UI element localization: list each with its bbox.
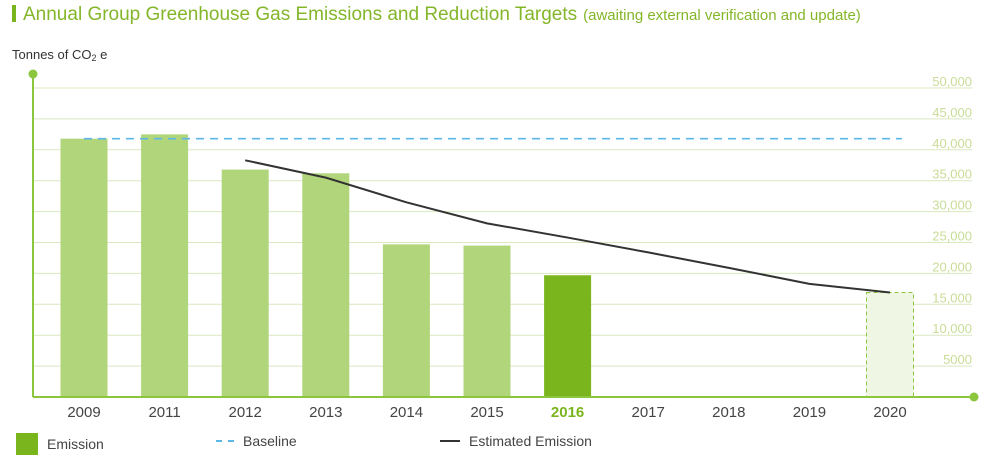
chart-title-subtitle: (awaiting external verification and upda… xyxy=(583,7,861,24)
x-tick-label: 2020 xyxy=(873,404,906,421)
baseline-swatch xyxy=(216,440,234,442)
y-axis-end-dot xyxy=(28,69,38,79)
y-tick-label: 15,000 xyxy=(932,290,972,305)
emission-bar xyxy=(463,245,511,397)
x-axis-end-dot xyxy=(969,392,979,402)
x-tick-label: 2017 xyxy=(632,404,665,421)
emission-bar xyxy=(221,169,269,397)
x-tick-label: 2012 xyxy=(229,404,262,421)
y-tick-label: 50,000 xyxy=(932,74,972,89)
emission-bar xyxy=(60,138,108,397)
x-tick-label: 2016 xyxy=(551,404,584,421)
emission-bar xyxy=(382,244,430,397)
y-tick-label: 30,000 xyxy=(932,198,972,213)
axes xyxy=(28,69,979,402)
y-tick-label: 10,000 xyxy=(932,321,972,336)
emission-bar xyxy=(302,173,350,397)
y-axis-label-prefix: Tonnes of CO xyxy=(12,47,92,62)
emissions-chart: 50,000 45,000 40,000 35,000 30,000 25,000 20,0… xyxy=(28,69,979,421)
chart-title: Annual Group Greenhouse Gas Emissions an… xyxy=(12,3,861,27)
legend-emission-label: Emission xyxy=(47,436,104,452)
title-accent-bar xyxy=(12,5,16,22)
x-tick-label: 2013 xyxy=(309,404,342,421)
estimated-swatch xyxy=(440,440,460,442)
x-tick-label: 2015 xyxy=(470,404,503,421)
y-tick-label: 25,000 xyxy=(932,229,972,244)
y-tick-label: 20,000 xyxy=(932,259,972,274)
x-tick-label: 2018 xyxy=(712,404,745,421)
legend-estimated: Estimated Emission xyxy=(440,433,592,449)
y-axis-label: Tonnes of CO2 e xyxy=(12,47,107,63)
legend-baseline: Baseline xyxy=(216,433,297,449)
y-tick-label: 45,000 xyxy=(932,105,972,120)
emission-bar xyxy=(141,134,189,397)
y-axis-label-suffix: e xyxy=(96,47,108,62)
chart-title-main: Annual Group Greenhouse Gas Emissions an… xyxy=(23,4,578,25)
x-tick-label: 2011 xyxy=(148,404,180,421)
x-tick-labels: 2009 2011 2012 2013 2014 2015 2016 2017 2018 2019… xyxy=(67,404,906,421)
y-tick-label: 35,000 xyxy=(932,167,972,182)
y-tick-label: 5000 xyxy=(943,352,972,367)
target-bar xyxy=(866,292,914,398)
legend-baseline-label: Baseline xyxy=(243,433,297,449)
x-tick-label: 2019 xyxy=(793,404,826,421)
y-axis-label-subscript: 2 xyxy=(91,53,97,63)
trend-lines xyxy=(84,137,902,294)
y-tick-labels: 50,000 45,000 40,000 35,000 30,000 25,000 20,0… xyxy=(932,74,972,367)
estimated-emission-line xyxy=(244,159,891,294)
x-tick-label: 2014 xyxy=(390,404,423,421)
emission-swatch xyxy=(16,433,38,455)
x-tick-label: 2009 xyxy=(67,404,100,421)
legend-emission: Emission xyxy=(16,433,104,455)
highlight-bar xyxy=(544,275,592,397)
y-tick-label: 40,000 xyxy=(932,136,972,151)
emission-bars xyxy=(60,134,914,398)
legend-estimated-label: Estimated Emission xyxy=(469,433,592,449)
